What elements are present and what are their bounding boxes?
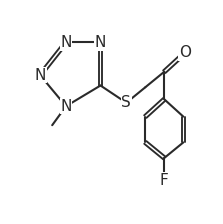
Text: F: F <box>160 173 169 188</box>
Text: S: S <box>122 95 131 110</box>
Text: N: N <box>60 35 72 50</box>
Text: N: N <box>95 35 106 50</box>
Text: O: O <box>179 45 191 60</box>
Text: N: N <box>34 68 46 83</box>
Text: N: N <box>60 99 72 114</box>
